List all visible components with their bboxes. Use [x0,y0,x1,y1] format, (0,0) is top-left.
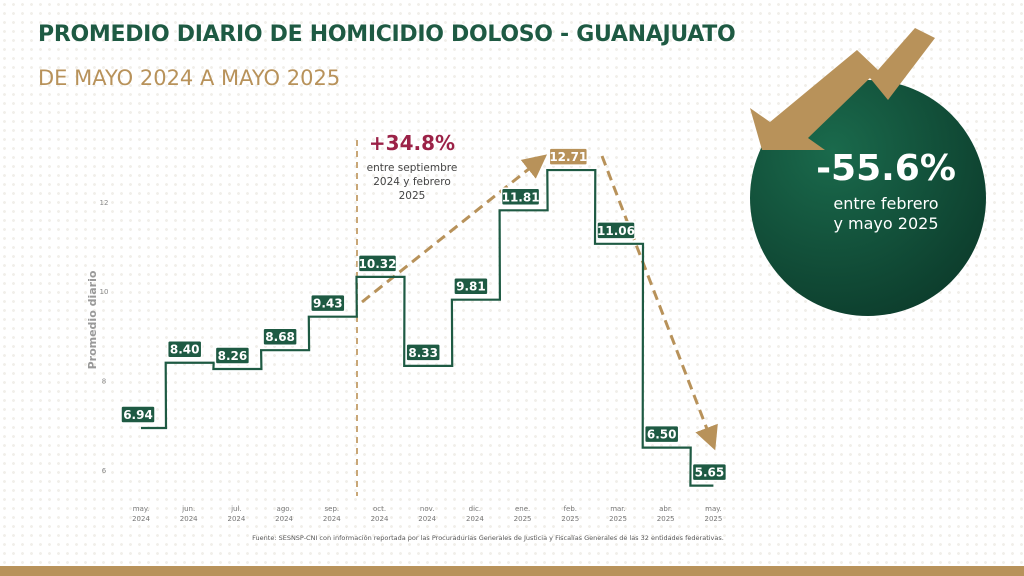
data-label-value: 9.81 [456,280,486,294]
decrease-trend-arrow [600,155,718,451]
x-tick-year: 2025 [514,515,532,523]
x-tick-month: ago. [277,505,292,513]
data-label: 10.32 [357,254,398,273]
x-tick-month: may. [705,505,721,513]
x-tick-year: 2024 [418,515,436,523]
decrease-note-2: y mayo 2025 [833,214,938,233]
x-tick-month: nov. [420,505,435,513]
trend-down-arrow-icon [750,28,935,150]
data-label-value: 6.94 [123,408,153,422]
data-label-box [691,462,728,482]
x-tick-year: 2025 [704,515,722,523]
data-label-box [453,276,489,296]
source-note: Fuente: SESNSP-CNI con información repor… [252,534,724,542]
x-tick-month: jun. [181,505,195,513]
data-label: 11.06 [596,221,636,240]
increase-value: +34.8% [369,131,455,155]
data-label-value: 5.65 [695,466,725,480]
data-label-value: 11.06 [597,224,635,238]
data-label: 12.71 [548,147,589,166]
data-label-value: 8.68 [265,330,295,344]
data-label: 6.94 [120,405,156,424]
x-tick-month: jul. [230,505,242,513]
data-label-value: 6.50 [647,428,677,442]
data-label: 9.43 [310,293,346,313]
data-label: 5.65 [691,462,728,482]
data-label-value: 12.71 [549,150,587,164]
y-tick-label: 10 [100,288,109,296]
page-title: PROMEDIO DIARIO DE HOMICIDIO DOLOSO - GU… [38,22,736,47]
data-label: 8.26 [214,346,251,365]
data-label-box [500,187,541,207]
x-tick-month: oct. [373,505,386,513]
y-axis-label: Promedio diario [86,270,99,369]
x-tick-year: 2024 [466,515,484,523]
x-tick-month: sep. [324,505,339,513]
data-label-box [214,346,251,365]
decrease-note-1: entre febrero [833,194,938,213]
x-tick-year: 2024 [132,515,150,523]
x-tick-month: may. [133,505,149,513]
x-tick-year: 2024 [323,515,341,523]
y-tick-label: 6 [102,467,107,475]
increase-note-2: 2024 y febrero [373,176,451,188]
data-label-value: 10.32 [359,257,397,271]
page-subtitle: DE MAYO 2024 A MAYO 2025 [38,66,341,90]
x-tick-year: 2024 [180,515,198,523]
data-label-box [310,293,346,313]
y-tick-label: 8 [102,378,106,386]
increase-trend-arrow [361,154,548,304]
x-tick-month: mar. [610,505,626,513]
data-label-box [166,339,203,359]
x-tick-year: 2024 [371,515,389,523]
x-tick-year: 2025 [561,515,579,523]
data-label-box [405,343,441,362]
x-tick-month: dic. [469,505,481,513]
data-label: 8.40 [166,339,203,359]
step-line-series [141,168,714,487]
x-tick-month: ene. [515,505,530,513]
x-tick-year: 2025 [609,515,627,523]
data-label-value: 8.40 [170,343,200,357]
increase-note-1: entre septiembre [367,162,458,174]
data-label-box [357,254,398,273]
data-label-value: 9.43 [313,297,343,311]
data-label-value: 8.26 [218,349,248,363]
x-tick-year: 2024 [275,515,293,523]
y-tick-label: 12 [100,199,109,207]
data-label-box [262,327,298,346]
x-tick-month: abr. [659,505,672,513]
data-label-value: 11.81 [502,190,540,204]
x-tick-year: 2024 [227,515,245,523]
data-label: 11.81 [500,187,541,207]
x-tick-year: 2025 [657,515,675,523]
data-label-value: 8.33 [408,346,438,360]
increase-note-3: 2025 [399,190,426,202]
data-label: 8.68 [262,327,298,346]
data-label: 9.81 [453,276,489,296]
data-label-box [120,405,156,424]
x-tick-month: feb. [564,505,577,513]
data-label-box [548,147,589,166]
data-label-box [596,221,636,240]
data-label-box [643,424,680,444]
data-label: 8.33 [405,343,441,362]
data-label: 6.50 [643,424,680,444]
decrease-value: -55.6% [816,148,956,189]
bottom-bar [0,566,1024,576]
